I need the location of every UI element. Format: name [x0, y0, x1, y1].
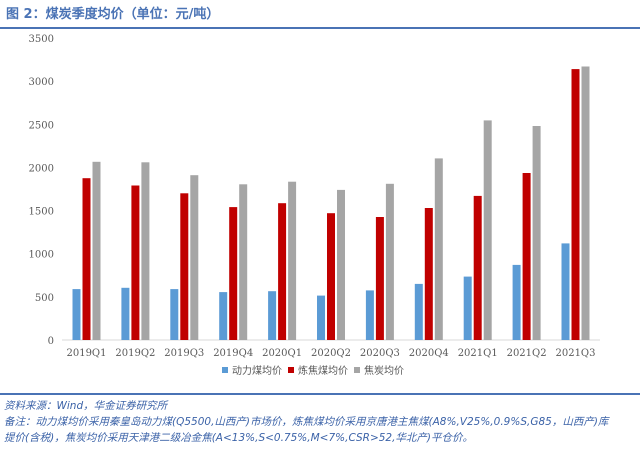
legend-swatch — [222, 367, 228, 373]
y-tick-label: 3500 — [29, 34, 54, 45]
bar-thermal-coal — [121, 287, 130, 340]
bar-coking-coal — [424, 208, 433, 340]
x-tick-label: 2019Q2 — [115, 348, 155, 359]
bar-thermal-coal — [72, 289, 81, 340]
footer-divider — [0, 393, 640, 395]
bar-thermal-coal — [170, 289, 179, 340]
bar-coke — [288, 181, 297, 340]
y-tick-label: 0 — [48, 336, 54, 347]
bar-coke — [483, 120, 492, 341]
bar-thermal-coal — [268, 291, 277, 340]
bar-coking-coal — [131, 185, 140, 340]
bar-coking-coal — [473, 195, 482, 340]
remark-line-2: 提价(含税)，焦炭均价采用天津港二级冶金焦(A<13%,S<0.75%,M<7%… — [4, 432, 474, 444]
legend-swatch — [288, 367, 294, 373]
x-tick-label: 2020Q1 — [262, 348, 302, 359]
figure-label: 图 2： — [6, 7, 46, 22]
bar-coking-coal — [375, 217, 384, 340]
source-note: 资料来源：Wind，华金证券研究所 — [4, 400, 168, 412]
bar-coke — [581, 66, 590, 340]
x-tick-label: 2021Q3 — [555, 348, 595, 359]
y-tick-label: 1000 — [29, 250, 54, 261]
x-tick-label: 2019Q3 — [164, 348, 204, 359]
bar-chart: 0 500 1000 1500 2000 2500 3000 3500 2019Q1 2019Q2… — [29, 34, 600, 377]
bar-thermal-coal — [561, 243, 570, 340]
x-tick-label: 2019Q4 — [213, 348, 253, 359]
bar-coke — [141, 162, 150, 340]
chart-title: 图 2：煤炭季度均价（单位：元/吨） — [6, 4, 634, 26]
bar-coke — [190, 175, 199, 340]
bar-coking-coal — [180, 193, 189, 340]
bar-coke — [337, 189, 345, 340]
bar-coke — [532, 126, 541, 340]
bar-thermal-coal — [512, 264, 521, 340]
x-tick-label: 2019Q1 — [66, 348, 106, 359]
x-tick-label: 2020Q2 — [311, 348, 351, 359]
bar-coking-coal — [571, 69, 580, 340]
x-tick-label: 2020Q3 — [360, 348, 400, 359]
legend-swatch — [354, 367, 360, 373]
y-tick-label: 2000 — [29, 163, 54, 174]
legend-label: 焦炭均价 — [364, 364, 404, 377]
legend-label: 炼焦煤均价 — [298, 364, 348, 377]
bar-coking-coal — [82, 178, 91, 340]
bar-coking-coal — [522, 173, 531, 340]
y-tick-label: 2500 — [29, 120, 54, 131]
figure-title: 煤炭季度均价（单位：元/吨） — [45, 7, 220, 22]
bar-thermal-coal — [317, 295, 325, 340]
remark-line-1: 备注：动力煤均价采用秦皇岛动力煤(Q5500,山西产)市场价，炼焦煤均价采用京唐… — [4, 416, 609, 428]
bar-coking-coal — [327, 213, 335, 340]
title-divider — [0, 27, 640, 29]
bar-coke — [92, 161, 101, 340]
bar-coke — [434, 158, 443, 340]
y-tick-label: 500 — [35, 293, 54, 304]
bar-thermal-coal — [219, 292, 228, 340]
bar-coke — [385, 183, 394, 340]
bar-thermal-coal — [365, 290, 374, 340]
y-tick-label: 1500 — [29, 207, 54, 218]
y-tick-label: 3000 — [29, 77, 54, 88]
bar-coke — [239, 184, 248, 340]
x-tick-label: 2020Q4 — [409, 348, 449, 359]
bar-coking-coal — [278, 203, 287, 340]
x-tick-label: 2021Q2 — [507, 348, 547, 359]
bar-coking-coal — [229, 207, 238, 340]
bar-thermal-coal — [463, 276, 472, 340]
x-tick-label: 2021Q1 — [458, 348, 498, 359]
chart-notes: 资料来源：Wind，华金证券研究所 备注：动力煤均价采用秦皇岛动力煤(Q5500… — [4, 398, 636, 446]
legend-label: 动力煤均价 — [232, 364, 282, 377]
bar-thermal-coal — [414, 283, 423, 340]
